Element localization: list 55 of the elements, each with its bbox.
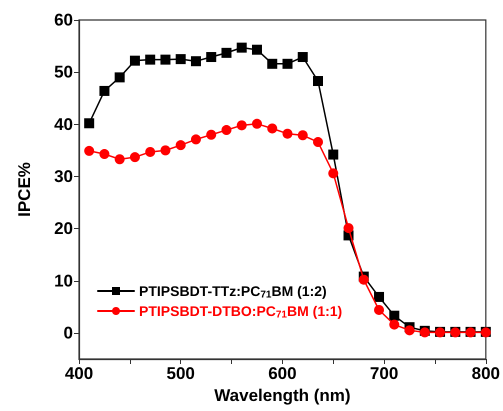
point (374, 292, 384, 302)
point (206, 52, 216, 62)
y-tick-label: 50 (54, 62, 73, 82)
point (282, 128, 292, 139)
point (99, 86, 110, 96)
x-tick-label: 400 (64, 364, 94, 383)
y-tick-label: 10 (54, 271, 73, 290)
point (252, 118, 262, 129)
x-tick-label: 500 (166, 364, 195, 383)
point (313, 137, 324, 148)
y-tick-label: 20 (54, 219, 73, 238)
point (404, 325, 415, 336)
x-tick-label: 800 (472, 364, 500, 383)
x-tick-label: 700 (370, 364, 398, 383)
point (206, 130, 216, 140)
point (344, 223, 354, 234)
point (236, 42, 247, 53)
point (328, 168, 338, 178)
point (252, 44, 262, 55)
point (99, 149, 110, 160)
point (374, 304, 384, 315)
point (221, 125, 232, 136)
point (84, 118, 94, 128)
point (267, 123, 278, 134)
point (298, 52, 308, 62)
point (84, 146, 94, 156)
point (389, 320, 400, 330)
x-tick-label: 600 (268, 364, 297, 383)
point (114, 72, 125, 82)
y-tick-label: 0 (64, 323, 73, 342)
point (190, 56, 201, 66)
y-tick-label: 30 (54, 166, 73, 186)
point (328, 150, 338, 160)
point (298, 130, 308, 140)
y-tick-label: 60 (54, 10, 73, 30)
y-tick-label: 40 (54, 114, 73, 134)
point (389, 310, 400, 321)
point (221, 48, 232, 58)
point (358, 274, 369, 285)
point (176, 54, 186, 64)
point (190, 134, 201, 144)
point (145, 146, 156, 157)
point (236, 120, 247, 130)
point (160, 54, 170, 65)
point (114, 154, 125, 164)
point (282, 58, 292, 69)
point (176, 140, 186, 150)
x-axis-title: Wavelength (nm) (214, 386, 351, 405)
point (313, 76, 324, 86)
point (267, 58, 278, 69)
point (160, 145, 170, 156)
point (130, 152, 140, 162)
point (145, 54, 156, 65)
y-axis-title: IPCE% (15, 162, 34, 217)
point (130, 56, 140, 66)
